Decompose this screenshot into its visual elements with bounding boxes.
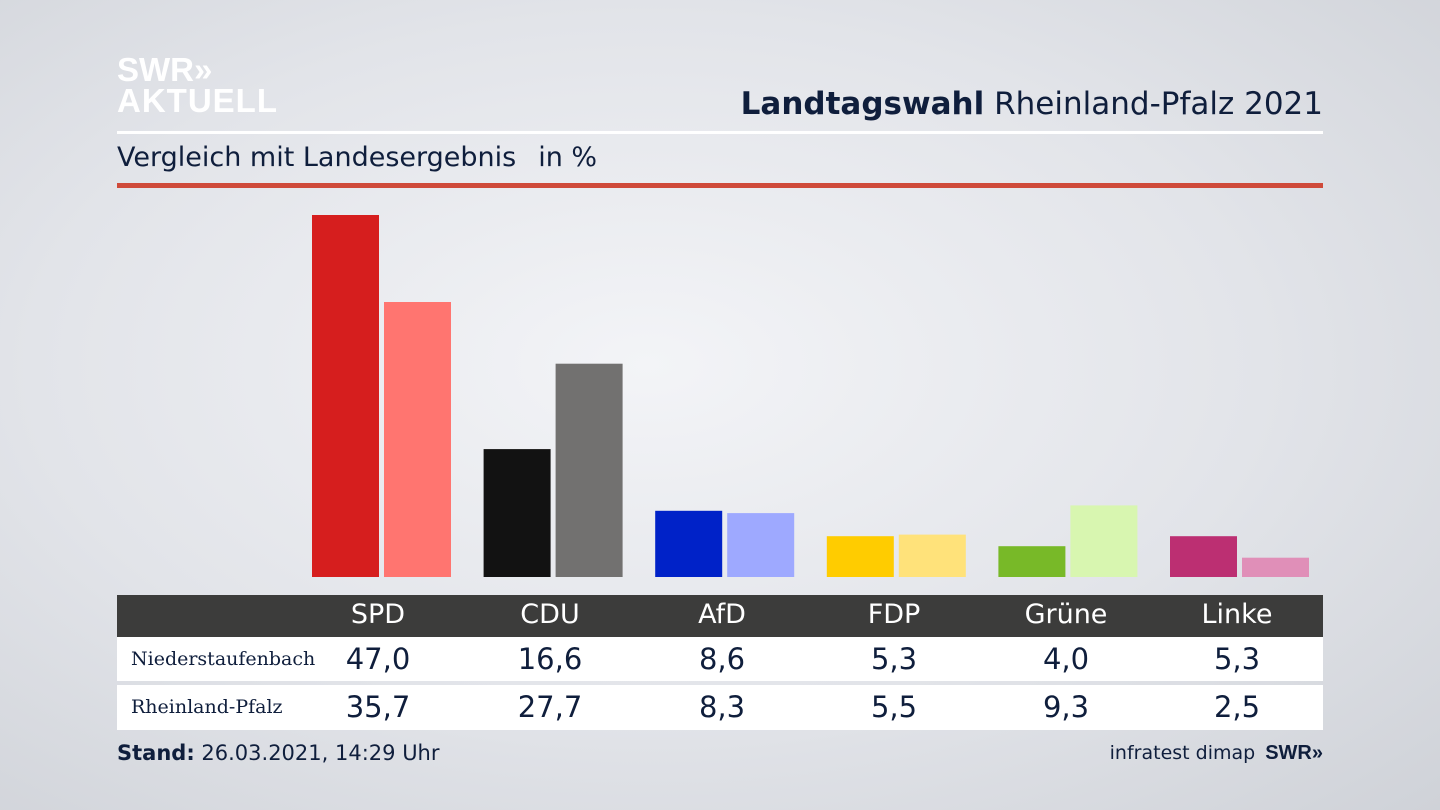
bar-fdp-local [826,536,894,577]
table-row: Rheinland-Pfalz 35,7 27,7 8,3 5,5 9,3 2,… [117,685,1323,730]
bar-cdu-state [555,363,623,577]
accent-divider [117,183,1323,188]
stand-label: Stand: [117,741,195,765]
bar-spd-state [384,302,451,577]
logo-line-1: SWR» [117,51,213,88]
value-cell: 47,0 [345,642,411,676]
bar-spd-local [312,215,379,577]
value-cell: 5,5 [870,690,918,724]
source-text: infratest dimap [1109,742,1256,764]
row-label: Niederstaufenbach [131,648,316,670]
value-cell: 8,3 [698,690,746,724]
bar-grne-state [1070,505,1138,577]
chart-subtitle: Vergleich mit Landesergebnis in % [117,142,597,173]
logo-line-2: AKTUELL [117,82,278,119]
title-bold: Landtagswahl [740,86,985,122]
value-cell: 5,3 [870,642,918,676]
bar-cdu-local [483,449,551,577]
value-cell: 2,5 [1213,690,1261,724]
header-cell: AfD [698,599,746,630]
bar-grne-local [998,546,1066,577]
header-cell: SPD [350,599,406,630]
header-cell: Grüne [1024,599,1108,630]
value-cell: 35,7 [345,690,411,724]
row-label: Rheinland-Pfalz [131,696,283,718]
value-cell: 4,0 [1042,642,1090,676]
table-row: Niederstaufenbach 47,0 16,6 8,6 5,3 4,0 … [117,637,1323,681]
bar-linke-state [1242,557,1309,577]
stand-value: 26.03.2021, 14:29 Uhr [201,741,440,765]
bar-fdp-state [898,534,966,577]
header-cell: FDP [867,599,921,630]
subtitle-unit: in % [538,142,598,173]
table-header-row: SPD CDU AfD FDP Grüne Linke [117,595,1323,637]
title-rest: Rheinland-Pfalz 2021 [994,86,1323,122]
swr-brand-logo: SWR» [1265,742,1323,764]
page-title: Landtagswahl Rheinland-Pfalz 2021 [741,86,1323,122]
header-cell: CDU [520,599,580,630]
bar-chart [312,215,1309,577]
bar-afd-state [727,513,795,577]
value-cell: 9,3 [1042,690,1090,724]
value-cell: 8,6 [698,642,746,676]
value-cell: 27,7 [517,690,583,724]
header-divider [117,131,1323,134]
bar-linke-local [1170,536,1237,577]
header-cell: Linke [1201,599,1273,630]
bar-afd-local [655,510,723,577]
timestamp: Stand: 26.03.2021, 14:29 Uhr [117,741,440,765]
source-credit: infratest dimap SWR» [1110,742,1323,765]
value-cell: 16,6 [517,642,583,676]
value-cell: 5,3 [1213,642,1261,676]
results-table: SPD CDU AfD FDP Grüne Linke Niederstaufe… [117,595,1323,730]
subtitle-text: Vergleich mit Landesergebnis [117,142,517,173]
swr-aktuell-logo: SWR» AKTUELL [117,51,278,119]
